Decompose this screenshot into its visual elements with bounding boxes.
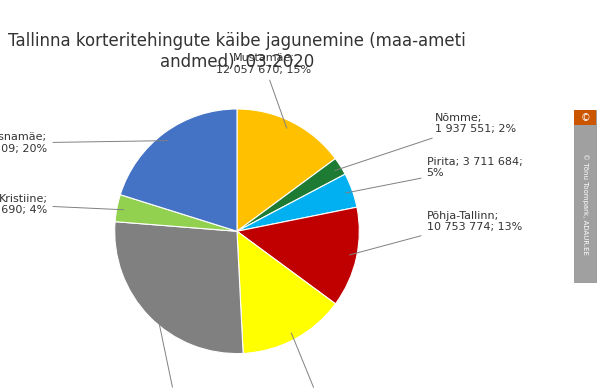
Text: Kristiine;
2 905 690; 4%: Kristiine; 2 905 690; 4% bbox=[0, 194, 124, 215]
Text: Nõmme;
1 937 551; 2%: Nõmme; 1 937 551; 2% bbox=[335, 113, 516, 171]
Wedge shape bbox=[115, 221, 243, 354]
Text: Põhja-Tallinn;
10 753 774; 13%: Põhja-Tallinn; 10 753 774; 13% bbox=[350, 211, 522, 255]
Wedge shape bbox=[237, 159, 345, 231]
Text: Lasnamäe;
16 346 509; 20%: Lasnamäe; 16 346 509; 20% bbox=[0, 132, 167, 154]
Text: ©: © bbox=[580, 113, 590, 123]
Wedge shape bbox=[120, 109, 237, 231]
Wedge shape bbox=[237, 231, 335, 354]
Wedge shape bbox=[237, 109, 335, 231]
Text: Haabersti;
11 425 376; 14%: Haabersti; 11 425 376; 14% bbox=[272, 333, 368, 392]
Title: Tallinna korteritehingute käibe jagunemine (maa-ameti
andmed): 03.2020: Tallinna korteritehingute käibe jagunemi… bbox=[8, 33, 466, 71]
Wedge shape bbox=[115, 195, 237, 231]
Text: Pirita; 3 711 684;
5%: Pirita; 3 711 684; 5% bbox=[346, 157, 523, 193]
Wedge shape bbox=[237, 174, 357, 231]
Text: Kesklinn;
21 930 440; 27%: Kesklinn; 21 930 440; 27% bbox=[128, 312, 224, 392]
Text: Mustamäe;
12 057 670; 15%: Mustamäe; 12 057 670; 15% bbox=[217, 53, 311, 128]
Wedge shape bbox=[237, 207, 359, 304]
Text: © Tõnu Toompark, ADAUR.EE: © Tõnu Toompark, ADAUR.EE bbox=[581, 153, 589, 255]
